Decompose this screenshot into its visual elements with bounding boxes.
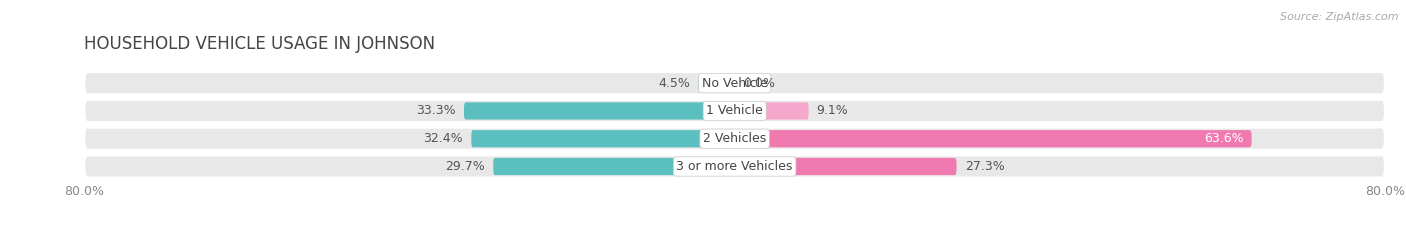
FancyBboxPatch shape: [84, 155, 1385, 178]
Text: 9.1%: 9.1%: [817, 104, 848, 117]
FancyBboxPatch shape: [735, 158, 956, 175]
FancyBboxPatch shape: [84, 128, 1385, 150]
FancyBboxPatch shape: [471, 130, 735, 147]
FancyBboxPatch shape: [464, 102, 735, 120]
Text: 3 or more Vehicles: 3 or more Vehicles: [676, 160, 793, 173]
Text: 29.7%: 29.7%: [446, 160, 485, 173]
FancyBboxPatch shape: [735, 102, 808, 120]
Text: 33.3%: 33.3%: [416, 104, 456, 117]
FancyBboxPatch shape: [84, 72, 1385, 94]
Text: 27.3%: 27.3%: [965, 160, 1004, 173]
FancyBboxPatch shape: [735, 130, 1251, 147]
Text: No Vehicle: No Vehicle: [702, 77, 768, 90]
Text: 4.5%: 4.5%: [658, 77, 690, 90]
Text: Source: ZipAtlas.com: Source: ZipAtlas.com: [1281, 12, 1399, 22]
FancyBboxPatch shape: [494, 158, 735, 175]
Text: 32.4%: 32.4%: [423, 132, 463, 145]
Text: HOUSEHOLD VEHICLE USAGE IN JOHNSON: HOUSEHOLD VEHICLE USAGE IN JOHNSON: [84, 35, 436, 53]
Text: 2 Vehicles: 2 Vehicles: [703, 132, 766, 145]
FancyBboxPatch shape: [697, 75, 735, 92]
Text: 0.0%: 0.0%: [742, 77, 775, 90]
FancyBboxPatch shape: [84, 100, 1385, 122]
Text: 1 Vehicle: 1 Vehicle: [706, 104, 763, 117]
Text: 63.6%: 63.6%: [1204, 132, 1243, 145]
